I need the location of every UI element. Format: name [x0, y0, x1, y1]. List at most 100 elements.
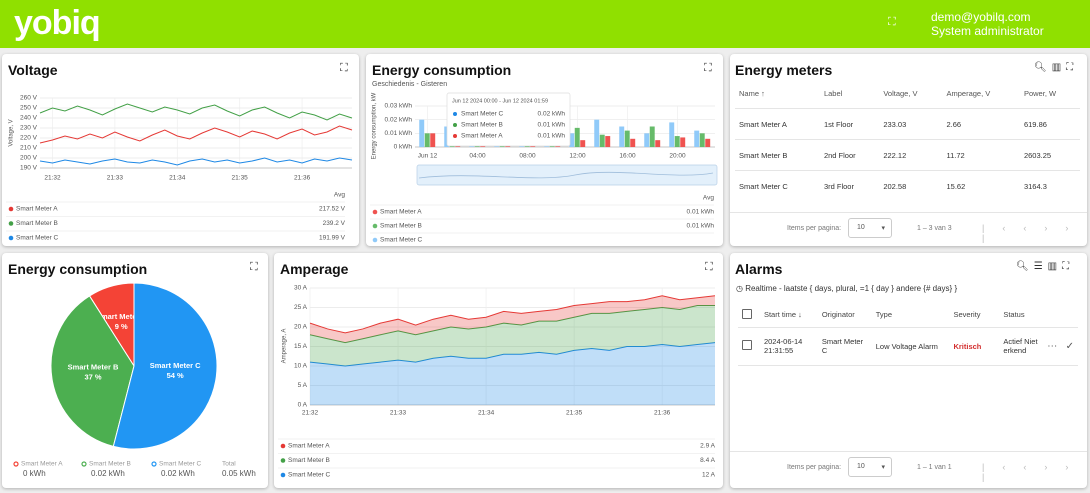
cell: Actief Niet erkend: [1003, 337, 1038, 355]
toolbar-icons[interactable]: 🔍︎▥⛶: [1034, 62, 1079, 73]
column-header[interactable]: Status: [1003, 310, 1025, 320]
cell: 3rd Floor: [819, 170, 880, 201]
fullscreen-icon[interactable]: ⛶: [705, 261, 713, 273]
pager-buttons[interactable]: |‹‹›› |: [982, 223, 1087, 243]
x-tick-label: Jun 12: [418, 153, 438, 160]
bar: [605, 136, 611, 147]
table-row[interactable]: 2024-06-14 21:31:55 Smart Meter C Low Vo…: [738, 327, 1078, 365]
checkbox-cell[interactable]: [738, 327, 760, 365]
table-row[interactable]: Smart Meter C 3rd Floor 202.58 15.62 3164.3: [735, 170, 1080, 201]
actions-header: [1043, 303, 1078, 327]
panel-title: Amperage: [280, 261, 349, 277]
legend-label: Smart Meter B: [89, 461, 131, 468]
x-tick-label: 21:34: [169, 175, 186, 182]
cell: Smart Meter C: [735, 170, 820, 201]
legend-avg: 217.52 V: [319, 206, 346, 213]
x-tick-label: 21:33: [107, 175, 124, 182]
fullscreen-icon[interactable]: ⛶: [704, 62, 712, 74]
divider: [730, 451, 1087, 452]
y-tick-label: 210 V: [20, 145, 38, 152]
table-header: Start time ↓ Originator Type Severity St…: [738, 303, 1078, 327]
x-tick-label: 21:32: [44, 175, 61, 182]
bar: [419, 119, 425, 147]
series-line: [309, 295, 716, 334]
table-row[interactable]: Smart Meter B 2nd Floor 222.12 11.72 2603.25: [735, 139, 1080, 171]
amperage-panel: Amperage ⛶ 0 A 5 A 10 A 15 A 20 A 25 A 30 A 21:…: [274, 253, 723, 488]
legend-swatch: [372, 209, 378, 215]
slice-name: Smart Meter C: [150, 361, 201, 370]
column-header[interactable]: Label: [823, 88, 843, 98]
bar: [705, 138, 711, 147]
fullscreen-icon[interactable]: ⛶: [888, 16, 896, 28]
panel-title: Voltage: [8, 62, 58, 78]
dropdown-arrow: ▾: [881, 225, 885, 232]
bar: [599, 134, 605, 147]
energy-meters-panel: Energy meters 🔍︎▥⛶ Name ↑ Label Voltage,…: [730, 54, 1087, 246]
column-header[interactable]: Name ↑: [739, 88, 765, 98]
legend-swatch: [151, 461, 157, 467]
legend-total-name: Total: [222, 461, 236, 468]
cell: Smart Meter B: [735, 139, 820, 171]
checkbox-cell[interactable]: [738, 303, 760, 327]
bar: [674, 136, 680, 147]
column-header[interactable]: Severity: [953, 310, 981, 320]
legend-label: Smart Meter B: [16, 220, 58, 227]
voltage-chart: 190 V 200 V 210 V 220 V 230 V 240 V 250 V 260 V…: [6, 95, 353, 242]
tooltip-label: Smart Meter C: [461, 111, 504, 118]
fullscreen-icon[interactable]: ⛶: [340, 62, 348, 74]
page-size-select[interactable]: 10 ▾: [848, 218, 892, 238]
legend-label: Smart Meter C: [159, 461, 202, 468]
legend-label: Smart Meter C: [16, 235, 59, 242]
x-tick-label: 16:00: [619, 153, 636, 160]
table-row[interactable]: Smart Meter A 1st Floor 233.03 2.66 619.86: [735, 108, 1080, 140]
column-header[interactable]: Amperage, V: [946, 88, 991, 98]
toolbar-icons[interactable]: 🔍︎☰▥⛶: [1016, 261, 1075, 272]
slice-name: Smart Meter A: [96, 312, 147, 321]
legend-header: Avg: [703, 195, 714, 202]
panel-subtitle: Geschiedenis - Gisteren: [372, 81, 448, 88]
checkbox[interactable]: [742, 340, 752, 350]
row-actions[interactable]: ⋯ ✓: [1047, 340, 1074, 352]
column-header[interactable]: Start time ↓: [763, 310, 802, 320]
legend-total: 0.05 kWh: [222, 469, 256, 478]
tooltip-label: Smart Meter A: [461, 133, 503, 140]
cell: 202.58: [879, 170, 943, 201]
panel-title: Alarms: [735, 261, 783, 277]
legend-swatch: [8, 221, 14, 226]
subtitle-row: ◷ Realtime - laatste { days, plural, =1 …: [736, 284, 958, 293]
legend-avg: 191.99 V: [319, 235, 346, 242]
panel-title: Energy consumption: [372, 62, 512, 78]
fullscreen-icon[interactable]: ⛶: [250, 261, 258, 273]
column-header[interactable]: Originator: [821, 310, 855, 320]
tooltip-swatch: [453, 123, 457, 127]
y-tick-label: 250 V: [20, 105, 38, 112]
y-tick-label: 220 V: [20, 135, 38, 142]
legend-header: Avg: [334, 192, 345, 199]
x-tick-label: 12:00: [569, 153, 586, 160]
user-email[interactable]: demo@yobilq.com: [931, 10, 1031, 24]
bar: [655, 140, 661, 147]
cell: Smart Meter A: [735, 108, 820, 140]
checkbox[interactable]: [742, 308, 752, 319]
x-tick-label: 08:00: [519, 153, 536, 160]
bar: [619, 126, 625, 147]
column-header[interactable]: Type: [875, 310, 892, 320]
bar: [669, 122, 675, 147]
y-tick-label: 30 A: [294, 285, 308, 292]
tooltip-value: 0.02 kWh: [538, 111, 566, 118]
column-header[interactable]: Power, W: [1023, 88, 1057, 98]
y-tick-label: 0 kWh: [394, 144, 413, 151]
legend-swatch: [280, 443, 286, 449]
table-header: Name ↑ Label Voltage, V Amperage, V Powe…: [735, 78, 1080, 109]
tooltip-label: Smart Meter B: [461, 122, 503, 129]
column-header[interactable]: Voltage, V: [883, 88, 918, 98]
y-tick-label: 190 V: [20, 165, 38, 172]
column-name: Start time: [763, 310, 797, 320]
logo[interactable]: yobiq: [14, 4, 101, 42]
bar: [430, 133, 436, 147]
dropdown-arrow: ▾: [881, 464, 885, 471]
page-size-select[interactable]: 10 ▾: [848, 457, 892, 477]
pager-buttons[interactable]: |‹‹›› |: [982, 462, 1087, 482]
